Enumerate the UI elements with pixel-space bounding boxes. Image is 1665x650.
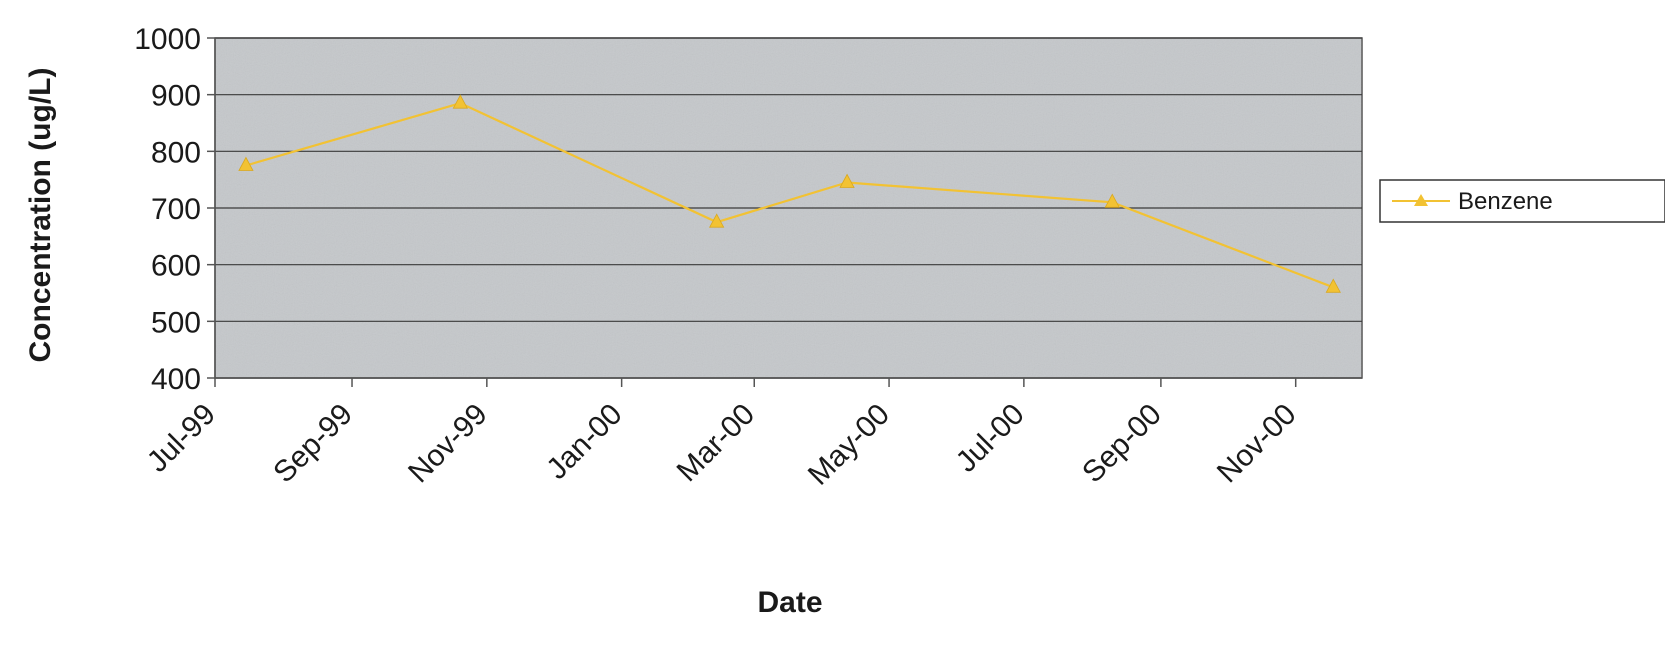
series-line-benzene <box>245 101 1334 289</box>
x-tick-label: May-00 <box>802 398 896 492</box>
y-tick-label: 800 <box>151 136 201 169</box>
data-point-benzene <box>839 173 855 188</box>
data-point-benzene <box>709 213 725 228</box>
data-point-benzene <box>1104 193 1120 208</box>
x-tick-label: Sep-00 <box>1076 398 1168 490</box>
data-point-benzene <box>238 156 254 171</box>
y-tick-label: 400 <box>151 363 201 396</box>
legend-label-benzene: Benzene <box>1458 188 1553 215</box>
y-axis: 1000 900 800 700 600 500 400 <box>134 23 216 396</box>
x-tick-label: Jan-00 <box>540 398 628 486</box>
x-tick-label: Sep-99 <box>267 398 359 490</box>
y-tick-label: 1000 <box>134 23 201 56</box>
series-layer <box>238 94 1341 293</box>
y-tick-label: 500 <box>151 306 201 339</box>
x-tick-label: Nov-00 <box>1211 398 1303 490</box>
x-tick-label: Nov-99 <box>402 398 494 490</box>
x-tick-label: Mar-00 <box>671 398 762 489</box>
y-tick-label: 600 <box>151 250 201 283</box>
data-point-benzene <box>1325 278 1341 293</box>
x-axis: Jul-99 Sep-99 Nov-99 Jan-00 Mar-00 May-00 Jul-… <box>141 377 1362 492</box>
y-axis-title: Concentration (ug/L) <box>24 68 57 363</box>
x-axis-title: Date <box>757 586 822 619</box>
legend-triangle-icon <box>1414 194 1428 206</box>
x-tick-label: Jul-00 <box>950 398 1031 479</box>
x-tick-label: Jul-99 <box>141 398 222 479</box>
y-tick-label: 700 <box>151 193 201 226</box>
data-point-benzene <box>452 94 468 109</box>
legend: Benzene <box>1379 179 1665 223</box>
y-tick-label: 900 <box>151 80 201 113</box>
